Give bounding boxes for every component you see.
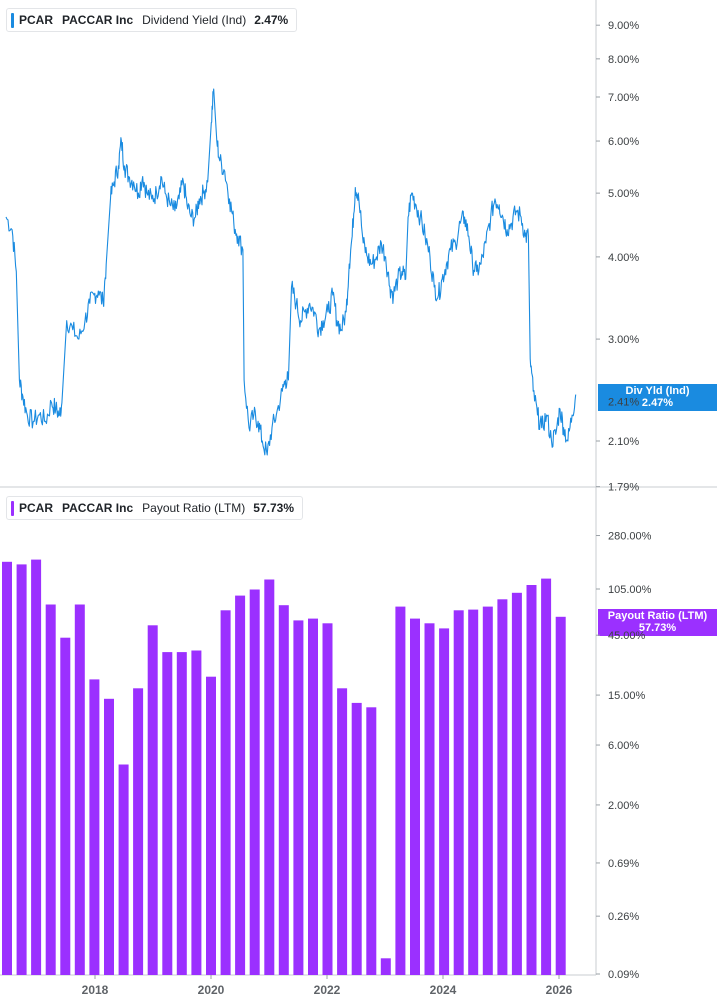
payout-bar	[511, 592, 522, 975]
payout-bar	[337, 688, 348, 975]
payout-bar	[162, 652, 173, 975]
yield-tag-value: 2.47%	[641, 397, 674, 409]
payout-axis-tick-label: 0.09%	[608, 969, 639, 981]
payout-legend-company: PACCAR Inc	[62, 501, 134, 515]
payout-axis-tick-label: 280.00%	[608, 531, 652, 543]
payout-bar	[424, 623, 435, 975]
yield-axis-tick-label: 7.00%	[608, 92, 639, 104]
payout-axis-tick-label: 15.00%	[608, 690, 646, 702]
x-axis-year-label: 2024	[430, 983, 457, 997]
yield-axis-tick-label: 2.10%	[608, 436, 639, 448]
payout-bar	[45, 604, 56, 975]
payout-bar	[366, 707, 377, 975]
payout-bar	[191, 650, 202, 975]
payout-bar	[249, 589, 260, 975]
payout-value-tag: Payout Ratio (LTM) 57.73%	[598, 609, 717, 636]
payout-bar	[555, 616, 566, 975]
payout-legend: PCAR PACCAR Inc Payout Ratio (LTM) 57.73…	[6, 496, 303, 520]
payout-legend-swatch	[11, 501, 14, 516]
yield-legend-metric: Dividend Yield (Ind)	[142, 13, 247, 27]
payout-legend-ticker: PCAR	[19, 501, 54, 515]
yield-tag-label: Div Yld (Ind)	[625, 385, 690, 397]
payout-axis-tick-label: 105.00%	[608, 584, 652, 596]
payout-bar	[89, 679, 100, 975]
payout-bar	[468, 609, 479, 975]
payout-axis-tick-label: 2.00%	[608, 800, 639, 812]
payout-bar	[176, 652, 187, 975]
yield-axis-hidden-tick-label: 2.41%	[608, 397, 639, 409]
payout-bar	[322, 623, 333, 975]
payout-bar	[351, 702, 362, 975]
payout-bar	[235, 595, 246, 975]
payout-bar	[60, 637, 71, 975]
payout-bar	[439, 628, 450, 975]
payout-tag-label: Payout Ratio (LTM)	[607, 610, 708, 622]
payout-bar	[380, 958, 391, 975]
payout-bar	[74, 604, 85, 975]
payout-bar	[308, 618, 318, 975]
payout-tag-value: 57.73%	[638, 622, 677, 634]
yield-legend-company: PACCAR Inc	[62, 13, 134, 27]
payout-bar	[147, 625, 158, 975]
payout-bar	[453, 610, 464, 975]
yield-axis-tick-label: 4.00%	[608, 252, 639, 264]
payout-bar	[16, 564, 27, 975]
x-axis-year-label: 2022	[314, 983, 341, 997]
yield-axis-tick-label: 9.00%	[608, 20, 639, 32]
payout-bar	[497, 599, 508, 975]
payout-bar	[2, 561, 12, 975]
payout-bar	[264, 579, 275, 975]
yield-legend-ticker: PCAR	[19, 13, 54, 27]
payout-bar	[541, 578, 552, 975]
yield-legend: PCAR PACCAR Inc Dividend Yield (Ind) 2.4…	[6, 8, 298, 32]
payout-axis-tick-label: 45.00%	[608, 630, 646, 642]
yield-value-tag: Div Yld (Ind) 2.47%	[598, 384, 717, 411]
payout-bar	[482, 606, 493, 975]
payout-bar	[293, 620, 304, 975]
payout-axis-tick-label: 0.69%	[608, 858, 639, 870]
payout-bar	[395, 606, 406, 975]
payout-axis-tick-label: 6.00%	[608, 740, 639, 752]
payout-bar	[133, 688, 144, 975]
yield-axis-tick-label: 6.00%	[608, 136, 639, 148]
payout-bar	[31, 559, 42, 975]
payout-bar	[206, 676, 216, 975]
payout-axis-tick-label: 0.26%	[608, 911, 639, 923]
payout-bar	[104, 698, 114, 975]
x-axis-year-label: 2018	[82, 983, 109, 997]
payout-legend-metric: Payout Ratio (LTM)	[142, 501, 246, 515]
yield-axis-tick-label: 1.79%	[608, 482, 639, 494]
x-axis-year-label: 2020	[198, 983, 225, 997]
dividend-yield-line	[5, 88, 577, 456]
x-axis-year-label: 2026	[546, 983, 573, 997]
yield-axis-tick-label: 3.00%	[608, 334, 639, 346]
payout-bar	[278, 605, 289, 975]
payout-legend-value: 57.73%	[253, 501, 294, 515]
yield-axis-tick-label: 5.00%	[608, 188, 639, 200]
yield-axis-tick-label: 8.00%	[608, 54, 639, 66]
payout-bar	[220, 610, 231, 975]
yield-legend-swatch	[11, 13, 14, 28]
payout-bar	[410, 618, 420, 975]
yield-legend-value: 2.47%	[254, 13, 289, 27]
payout-bar	[118, 764, 129, 975]
payout-bar	[526, 585, 537, 975]
